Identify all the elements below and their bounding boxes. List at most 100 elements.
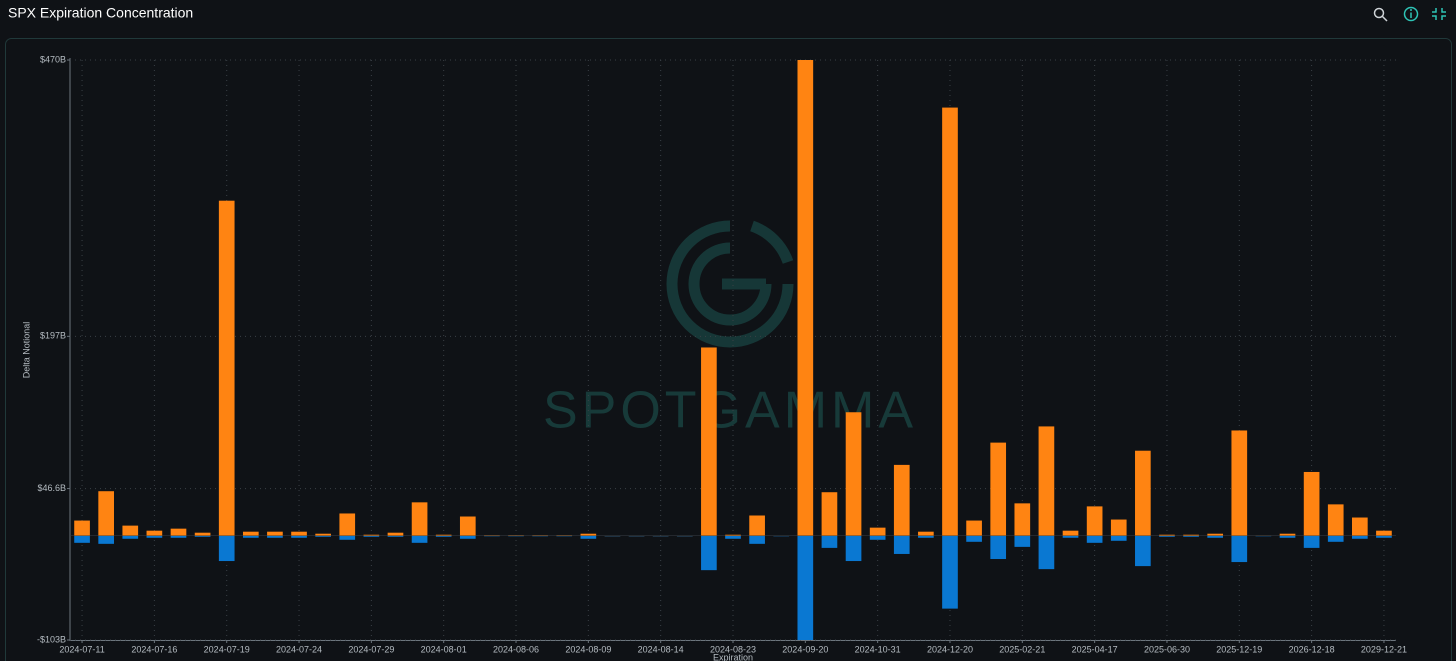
x-tick-label: 2024-07-24 <box>276 644 322 654</box>
bar-segment <box>363 534 380 536</box>
bar-segment <box>267 531 283 536</box>
bar-segment <box>387 532 404 536</box>
bar-segment <box>194 532 211 536</box>
bar-segment <box>1014 503 1031 536</box>
bar-segment <box>242 531 259 536</box>
y-axis-label: Delta Notional <box>21 322 31 379</box>
bar-segment <box>484 535 500 536</box>
x-tick-label: 2024-12-20 <box>927 644 973 654</box>
x-tick-label: 2024-07-16 <box>131 644 177 654</box>
bar-segment <box>411 502 428 536</box>
watermark-logo <box>666 220 794 348</box>
bar-segment <box>725 534 741 536</box>
x-tick-label: 2029-12-21 <box>1361 644 1407 654</box>
bar-segment <box>749 515 765 536</box>
bar-segment <box>918 535 934 538</box>
x-tick-label: 2025-04-17 <box>1072 644 1118 654</box>
y-tick-label: -$103B <box>37 634 66 644</box>
bar-segment <box>411 535 428 543</box>
bar-segment <box>291 531 307 536</box>
x-tick-label: 2024-09-20 <box>782 644 828 654</box>
bar-segment <box>1086 535 1103 543</box>
bar-segment <box>508 535 524 537</box>
bar-segment <box>1231 535 1248 563</box>
bar-segment <box>845 412 862 536</box>
bar-segment <box>893 464 910 536</box>
bar-segment <box>339 513 356 536</box>
y-tick-label: $197B <box>40 331 66 341</box>
bar-segment <box>1303 471 1320 536</box>
bar-segment <box>580 535 597 539</box>
bar-segment <box>990 442 1007 536</box>
bar-segment <box>74 520 90 536</box>
bar-segment <box>1183 535 1199 537</box>
bar-segment <box>893 535 910 554</box>
zoom-icon[interactable] <box>1373 7 1388 22</box>
chart-title: SPX Expiration Concentration <box>8 5 193 21</box>
x-tick-label: 2024-08-01 <box>421 644 467 654</box>
bar-segment <box>122 525 139 536</box>
bar-segment <box>1062 530 1079 536</box>
bar-segment <box>918 531 934 536</box>
panel <box>5 38 1452 661</box>
bar-segment <box>170 535 187 538</box>
bar-segment <box>1135 535 1151 567</box>
bar-segment <box>725 535 741 539</box>
y-tick-label: $470B <box>40 54 66 64</box>
x-tick-label: 2024-07-19 <box>204 644 250 654</box>
bar-segment <box>749 535 765 544</box>
x-tick-label: 2025-06-30 <box>1144 644 1190 654</box>
bar-segment <box>990 535 1007 560</box>
bar-segment <box>701 347 717 536</box>
bar-segment <box>508 535 524 536</box>
bar-segment <box>1207 533 1224 536</box>
bar-segment <box>98 491 114 536</box>
bar-segment <box>74 535 90 543</box>
bar-segment <box>459 516 476 536</box>
bar-segment <box>845 535 862 562</box>
bar-segment <box>339 535 356 540</box>
bar-segment <box>1038 535 1055 570</box>
info-icon[interactable] <box>1403 6 1419 22</box>
bar-segment <box>942 107 958 536</box>
bar-segment <box>869 535 886 540</box>
bar-segment <box>315 535 331 537</box>
bar-segment <box>1352 535 1368 539</box>
bar-segment <box>1038 426 1055 536</box>
bar-segment <box>797 535 814 640</box>
bar-segment <box>701 535 717 571</box>
bar-segment <box>821 535 838 548</box>
bar-segment <box>435 535 452 537</box>
bar-segment <box>387 535 404 537</box>
bar-segment <box>556 535 573 537</box>
bar-segment <box>1327 535 1344 542</box>
x-tick-label: 2025-02-21 <box>999 644 1045 654</box>
bar-segment <box>1231 430 1248 536</box>
bar-segment <box>1086 506 1103 536</box>
bar-segment <box>1376 535 1392 538</box>
collapse-icon[interactable] <box>1432 8 1446 20</box>
bar-segment <box>532 535 548 537</box>
x-tick-label: 2026-12-18 <box>1289 644 1335 654</box>
bar-segment <box>942 535 958 609</box>
x-axis-label: Expiration <box>713 652 753 661</box>
bar-segment <box>1062 535 1079 538</box>
x-tick-label: 2025-12-19 <box>1216 644 1262 654</box>
bar-segment <box>1110 519 1127 536</box>
bar-segment <box>1303 535 1320 548</box>
bar-segment <box>122 535 139 539</box>
x-tick-label: 2024-08-23 <box>710 644 756 654</box>
bar-segment <box>1279 535 1296 538</box>
bar-segment <box>1159 535 1175 537</box>
y-tick-label: $46.6B <box>37 483 66 493</box>
bar-segment <box>1279 533 1296 536</box>
x-tick-label: 2024-08-06 <box>493 644 539 654</box>
x-tick-label: 2024-10-31 <box>855 644 901 654</box>
x-tick-label: 2024-07-29 <box>348 644 394 654</box>
bar-segment <box>966 535 982 542</box>
bar-segment <box>1159 534 1175 536</box>
bar-segment <box>797 60 814 536</box>
bar-segment <box>146 535 163 538</box>
